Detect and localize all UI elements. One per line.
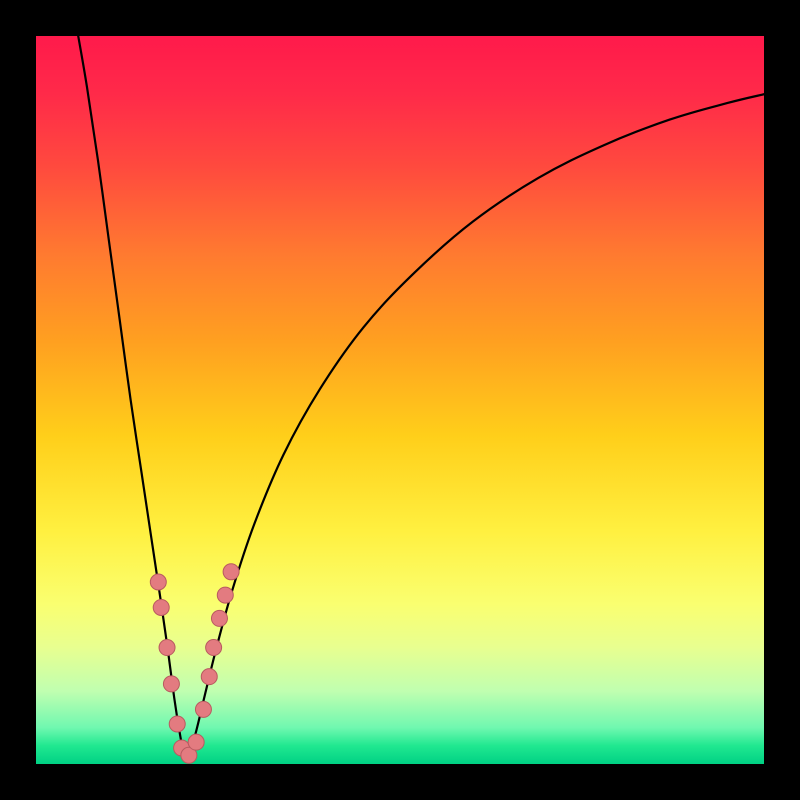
data-marker xyxy=(159,640,175,656)
data-marker xyxy=(223,564,239,580)
chart-frame: TheBottleneck.com xyxy=(0,0,800,800)
data-marker xyxy=(188,734,204,750)
data-marker xyxy=(153,599,169,615)
data-marker xyxy=(169,716,185,732)
data-marker xyxy=(150,574,166,590)
data-marker xyxy=(211,610,227,626)
data-marker xyxy=(163,676,179,692)
data-marker xyxy=(206,640,222,656)
plot-background xyxy=(36,36,764,764)
chart-svg xyxy=(0,0,800,800)
data-marker xyxy=(195,701,211,717)
data-marker xyxy=(201,669,217,685)
data-marker xyxy=(217,587,233,603)
